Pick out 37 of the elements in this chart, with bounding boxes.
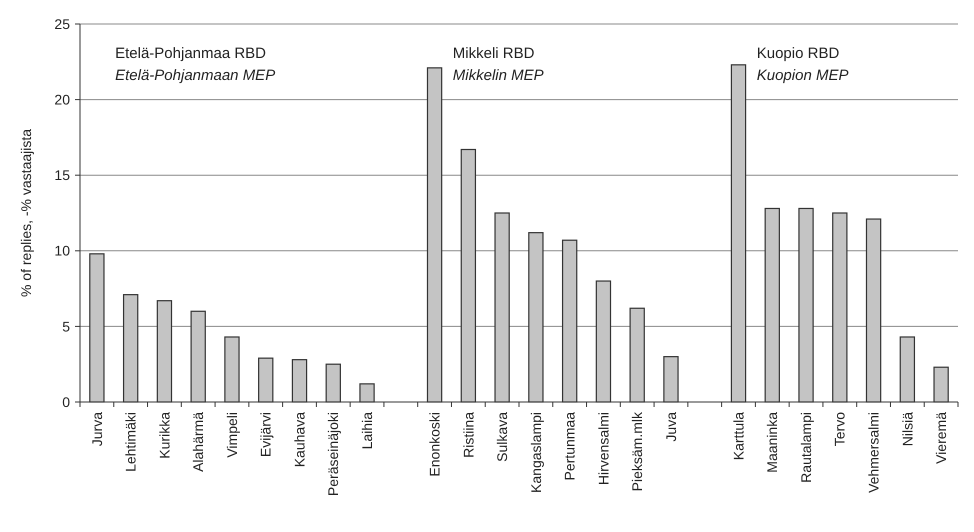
annotation: Kuopion MEP xyxy=(756,67,848,84)
annotation: Etelä-Pohjanmaa RBD xyxy=(115,45,266,62)
y-tick-label: 5 xyxy=(62,318,70,334)
x-tick-label: Vieremä xyxy=(933,412,950,464)
x-tick-label: Sulkava xyxy=(494,412,510,462)
x-tick-label: Alahärmä xyxy=(190,412,206,472)
x-tick-label: Nilsiä xyxy=(899,412,916,446)
x-tick-label: Kangaslampi xyxy=(528,412,544,493)
x-tick-label: Rautalampi xyxy=(798,412,814,483)
y-tick-label: 20 xyxy=(54,92,70,108)
y-tick-label: 0 xyxy=(62,394,70,410)
y-tick-label: 15 xyxy=(54,167,70,184)
annotation: Mikkelin MEP xyxy=(452,67,544,84)
x-tick-label: Kurikka xyxy=(156,412,172,459)
x-tick-label: Karttula xyxy=(730,412,746,460)
y-tick-label: 25 xyxy=(54,16,70,32)
x-tick-label: Pieksäm.mlk xyxy=(629,411,646,492)
x-tick-label: Peräseinäjoki xyxy=(325,412,342,496)
x-tick-label: Jurva xyxy=(88,412,105,446)
x-tick-label: Vehmersalmi xyxy=(865,412,882,493)
x-tick-label: Enonkoski xyxy=(426,412,442,477)
x-tick-label: Juva xyxy=(662,412,679,442)
x-tick-label: Evijärvi xyxy=(258,412,274,458)
x-tick-label: Kauhava xyxy=(291,412,308,468)
annotation: Kuopio RBD xyxy=(756,45,840,62)
x-tick-label: Tervo xyxy=(832,412,848,446)
x-tick-label: Pertunmaa xyxy=(562,412,578,480)
x-tick-label: Ristiina xyxy=(460,412,476,458)
x-tick-label: Hirvensalmi xyxy=(595,412,612,486)
x-tick-label: Lehtimäki xyxy=(122,412,139,472)
x-tick-label: Vimpeli xyxy=(224,412,240,458)
annotation: Etelä-Pohjanmaan MEP xyxy=(115,67,276,84)
y-tick-label: 10 xyxy=(54,242,70,259)
annotation: Mikkeli RBD xyxy=(452,45,535,62)
x-tick-label: Maaninka xyxy=(764,412,780,473)
y-axis-title: % of replies, -% vastaajista xyxy=(18,128,34,298)
x-tick-label: Laihia xyxy=(358,412,375,450)
